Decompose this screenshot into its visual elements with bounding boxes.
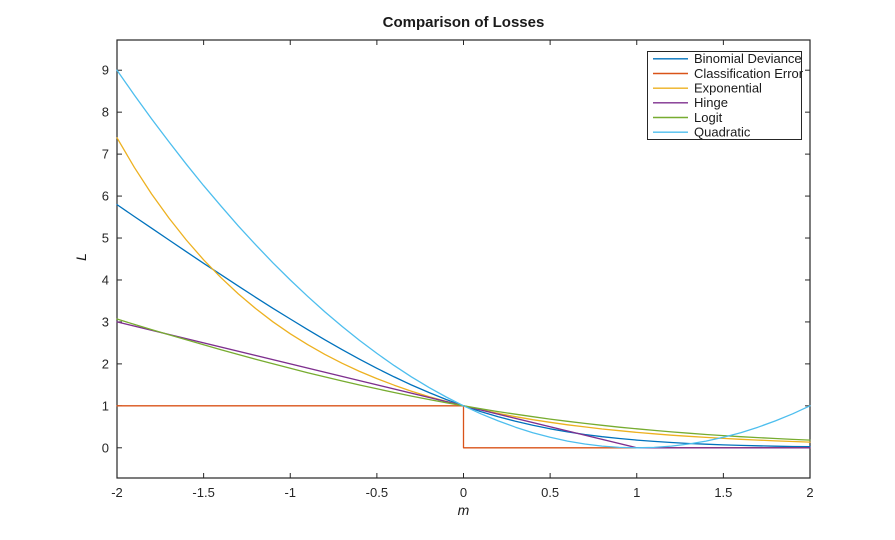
legend-label-hinge: Hinge — [694, 95, 728, 110]
y-tick-label: 1 — [102, 398, 109, 413]
x-tick-label: -0.5 — [366, 485, 388, 500]
x-tick-label: 0 — [460, 485, 467, 500]
legend-entry-binomial-deviance: Binomial Deviance — [653, 51, 802, 66]
legend-box — [647, 51, 802, 140]
legend-entry-classification-error: Classification Error — [653, 66, 804, 81]
y-tick-label: 2 — [102, 356, 109, 371]
series-line-exponential — [116, 137, 811, 443]
x-tick-label: -1 — [284, 485, 296, 500]
legend-entry-quadratic: Quadratic — [653, 124, 751, 139]
y-tick-label: 6 — [102, 189, 109, 204]
legend-entry-logit: Logit — [653, 110, 723, 125]
y-axis-label: L — [72, 253, 89, 261]
y-tick-label: 0 — [102, 440, 109, 455]
y-tick-label: 5 — [102, 231, 109, 246]
x-tick-label: -1.5 — [192, 485, 214, 500]
x-tick-label: 0.5 — [541, 485, 559, 500]
legend-entry-hinge: Hinge — [653, 95, 728, 110]
x-tick-label: 1.5 — [714, 485, 732, 500]
legend-label-exponential: Exponential — [694, 80, 762, 95]
legend-label-logit: Logit — [694, 110, 723, 125]
legend-label-quadratic: Quadratic — [694, 124, 751, 139]
x-tick-label: 1 — [633, 485, 640, 500]
series-line-quadratic — [116, 69, 811, 449]
y-tick-label: 9 — [102, 63, 109, 78]
chart-title: Comparison of Losses — [382, 14, 545, 31]
y-tick-label: 3 — [102, 314, 109, 329]
y-tick-label: 7 — [102, 147, 109, 162]
x-tick-label: 2 — [806, 485, 813, 500]
legend-label-binomial-deviance: Binomial Deviance — [694, 51, 802, 66]
y-tick-label: 8 — [102, 105, 109, 120]
x-tick-label: -2 — [111, 485, 123, 500]
x-axis-label: m — [457, 502, 470, 518]
y-tick-label: 4 — [102, 272, 109, 287]
legend-label-classification-error: Classification Error — [694, 66, 804, 81]
legend-entry-exponential: Exponential — [653, 80, 762, 95]
